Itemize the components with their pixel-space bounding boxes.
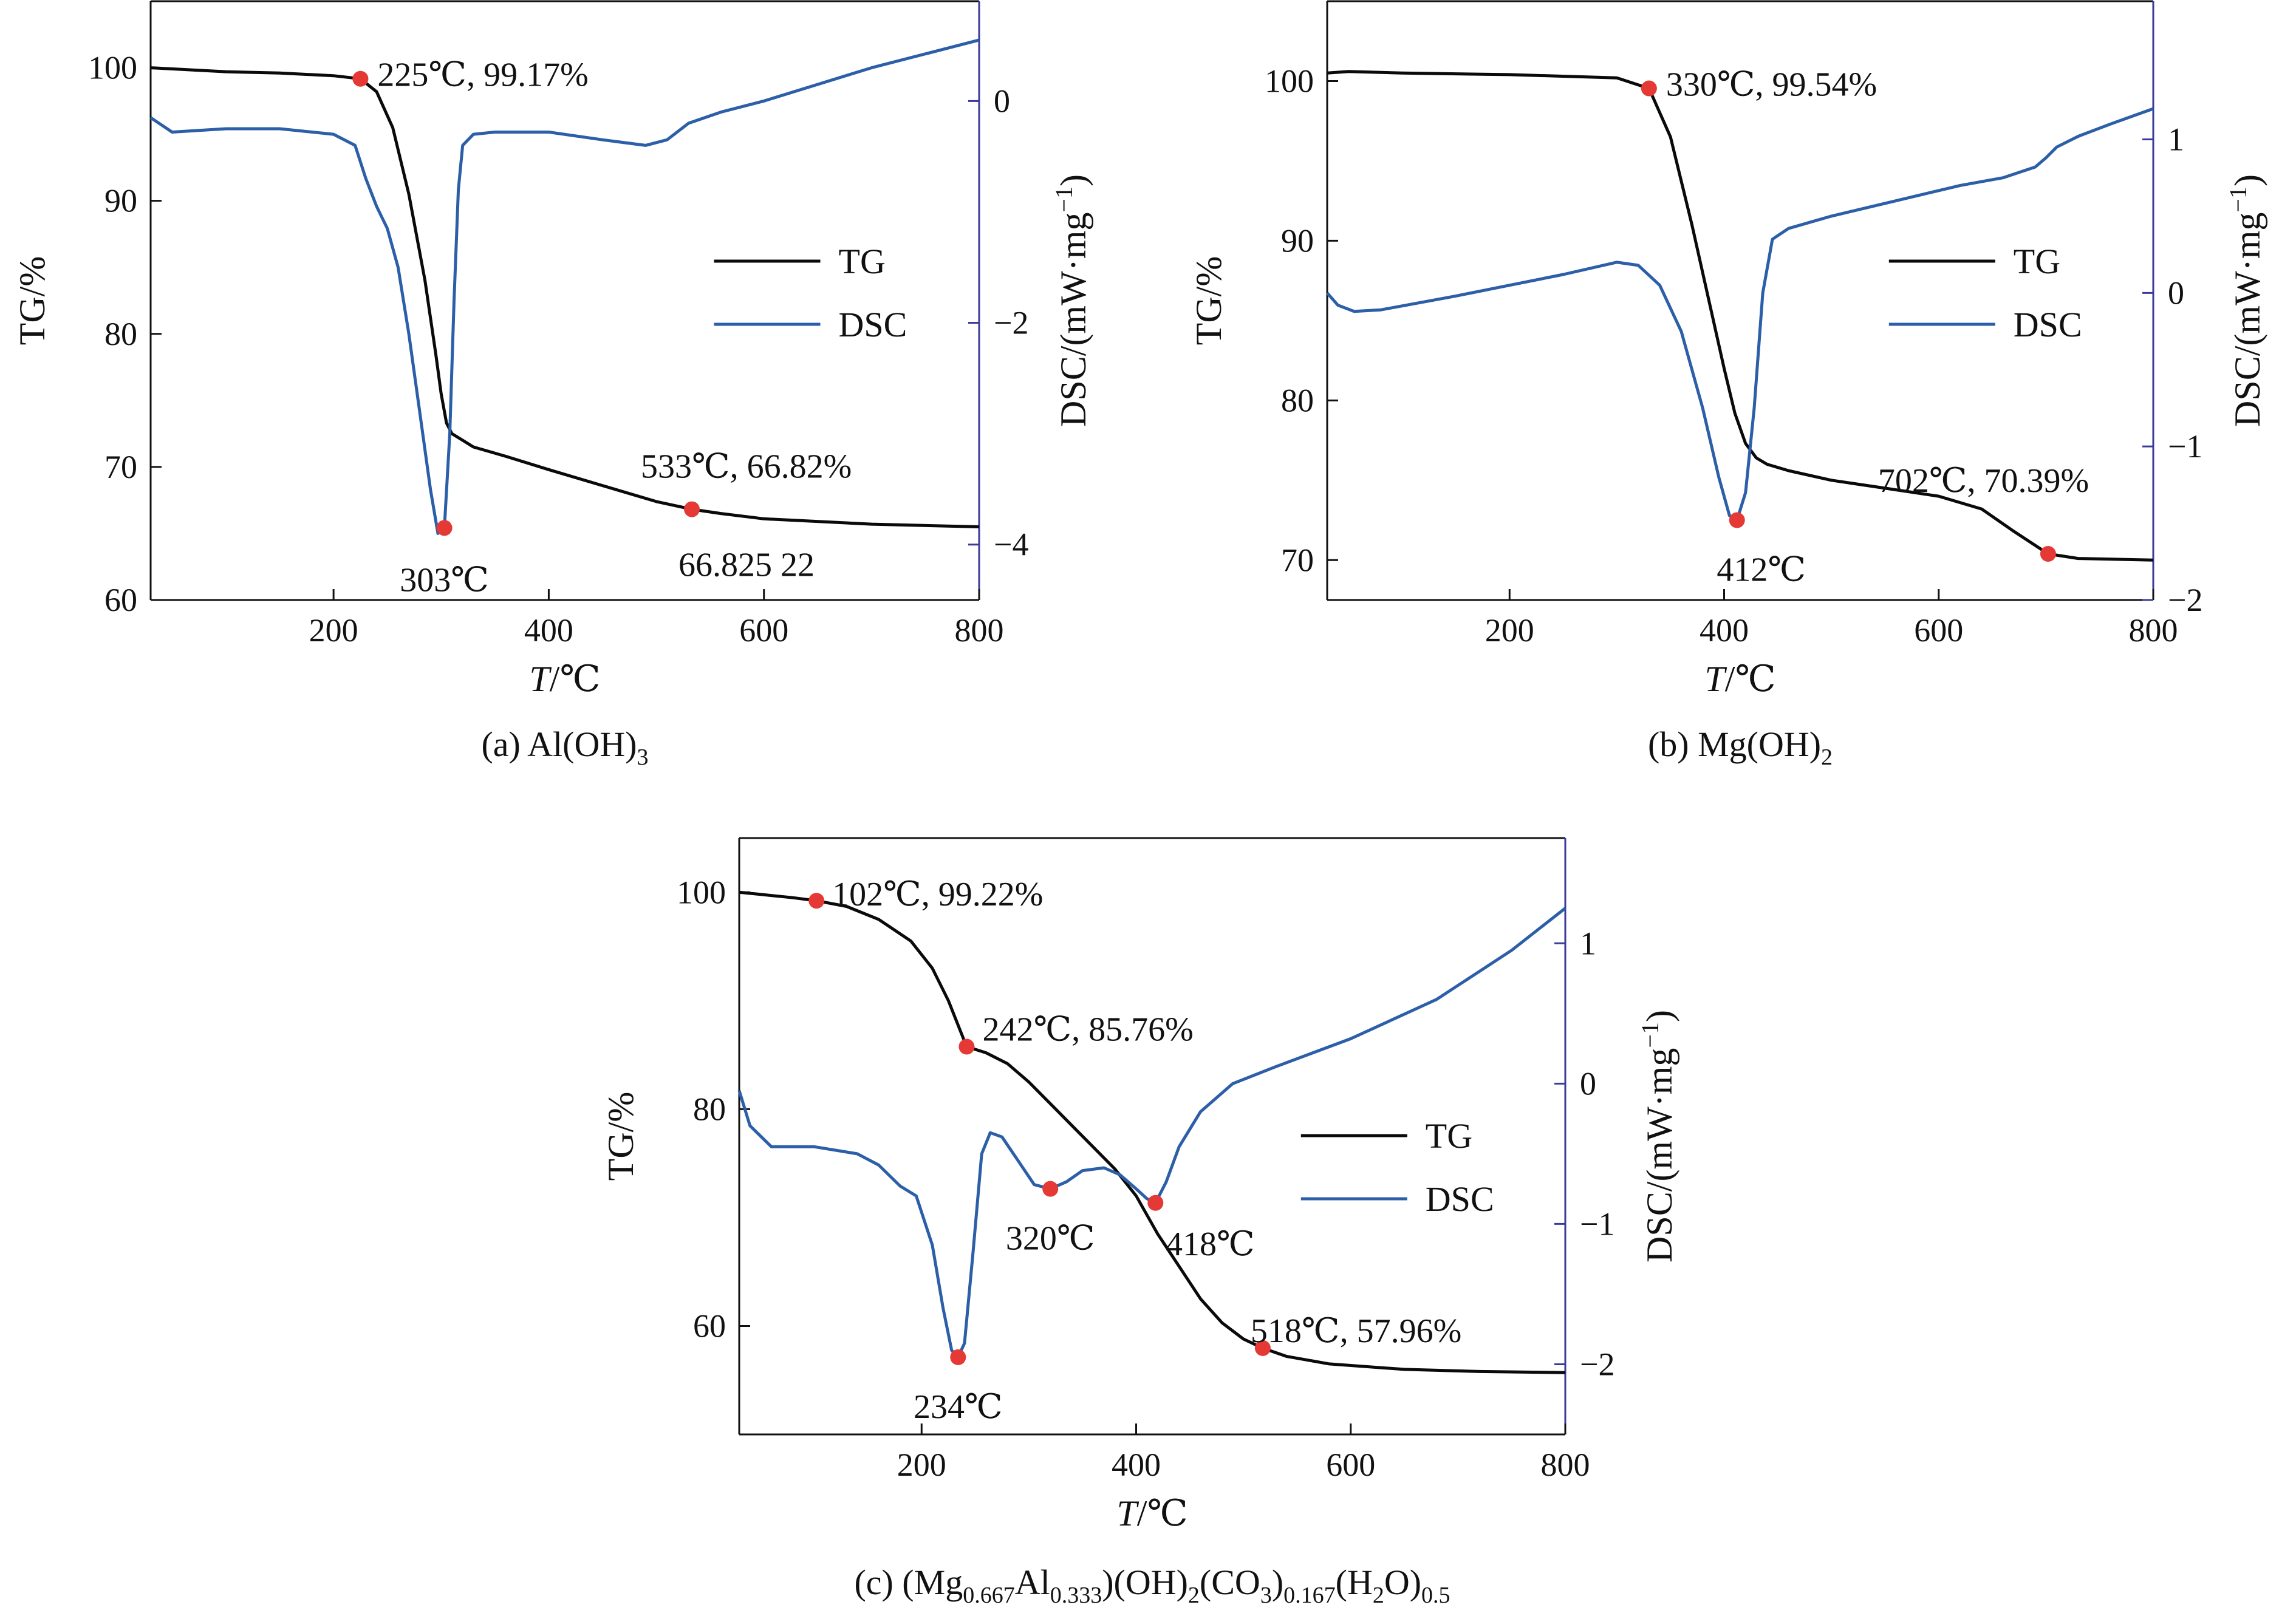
panel-caption: (b) Mg(OH)2 [1648,724,1833,770]
annotation-label: 330℃, 99.54% [1666,66,1877,104]
annotation-label: 533℃, 66.82% [641,448,852,486]
series-dsc-line [149,38,980,535]
y-axis-left-label: TG/% [12,256,52,346]
x-tick-label: 400 [1700,612,1749,649]
y-right-tick-label: 1 [2168,121,2184,158]
annotation-label: 412℃ [1717,551,1806,589]
y-right-tick-label: −1 [1580,1205,1614,1242]
data-point-marker [2040,546,2056,562]
x-tick-label: 400 [524,612,573,649]
data-point-marker [1729,512,1745,528]
annotation-label: 225℃, 99.17% [377,56,588,94]
legend-label-dsc: DSC [2014,305,2082,344]
x-tick-label: 600 [739,612,788,649]
annotation-label: 518℃, 57.96% [1251,1312,1461,1350]
series-tg-line [150,66,980,528]
series-dsc-line [737,907,1567,1359]
y-right-tick-label: −1 [2168,428,2202,465]
annotation-label: 242℃, 85.76% [982,1011,1193,1049]
y-left-tick-label: 100 [677,874,726,910]
data-point-marker [1042,1181,1059,1197]
panel-caption: (c) (Mg0.667Al0.333)(OH)2(CO3)0.167(H2O)… [854,1563,1450,1608]
x-tick-label: 200 [1485,612,1534,649]
x-axis-label: T/℃ [529,659,600,699]
y-right-tick-label: 0 [994,83,1010,119]
series-tg-line [739,890,1566,1374]
data-point-marker [958,1038,975,1055]
x-tick-label: 800 [955,612,1004,649]
annotation-label: 320℃ [1006,1220,1095,1258]
data-point-marker [684,501,700,517]
y-left-tick-label: 80 [1281,382,1314,418]
y-left-tick-label: 100 [1265,63,1314,99]
annotation-label: 303℃ [400,561,489,599]
x-tick-label: 800 [2129,612,2178,649]
annotation-label: 702℃, 70.39% [1878,462,2089,500]
chart-panel-2: 200 400 600 800 70 80 90 100 −2 −1 0 1 T/℃ TG/% DSC/(m… [1189,0,2267,770]
y-right-tick-label: −2 [1580,1346,1614,1382]
y-left-tick-label: 70 [1281,542,1314,578]
data-point-marker [1641,80,1657,97]
y-left-tick-label: 60 [104,582,137,618]
x-tick-label: 800 [1541,1447,1590,1483]
y-axis-left-label: TG/% [1189,256,1229,346]
y-left-tick-label: 90 [104,183,137,219]
y-left-tick-label: 90 [1281,222,1314,259]
annotation-label: 418℃ [1166,1226,1255,1263]
x-tick-label: 200 [309,612,358,649]
annotation-label: 234℃ [914,1388,1003,1426]
data-point-marker [808,893,825,909]
legend-label-tg: TG [839,242,886,281]
data-point-marker [352,70,369,87]
legend-label-tg: TG [1426,1116,1472,1156]
data-point-marker [1147,1195,1164,1211]
y-left-tick-label: 100 [88,50,137,86]
y-right-tick-label: −2 [994,305,1028,341]
data-point-marker [950,1349,966,1365]
chart-panel-3: 200 400 600 800 60 80 100 −2 −1 0 1 T/℃ TG/% DSC/(mW·… [601,837,1679,1608]
series-tg-line [1327,70,2154,562]
data-point-marker [436,520,453,536]
panel-caption: (a) Al(OH)3 [481,724,648,770]
y-axis-right-label: DSC/(mW·mg−1) [1636,1010,1679,1263]
y-right-tick-label: 0 [2168,274,2184,311]
y-left-tick-label: 80 [693,1091,726,1127]
y-left-tick-label: 80 [104,316,137,352]
y-right-tick-label: 0 [1580,1065,1596,1102]
x-tick-label: 600 [1914,612,1963,649]
annotation-label: 66.825 22 [678,547,815,584]
y-axis-left-label: TG/% [601,1092,641,1181]
data-point-marker [1254,1340,1271,1356]
annotation-label: 102℃, 99.22% [832,876,1043,913]
y-right-tick-label: −4 [994,527,1028,563]
y-axis-right-label: DSC/(mW·mg−1) [1050,174,1093,427]
series-dsc-line [1326,107,2154,522]
x-tick-label: 200 [897,1447,946,1483]
legend-label-tg: TG [2014,242,2060,281]
chart-panel-1: 200 400 600 800 60 70 80 90 100 −4 −2 0 T/℃ TG/% DSC/(… [12,0,1093,770]
y-axis-right-label: DSC/(mW·mg−1) [2224,174,2267,427]
y-left-tick-label: 70 [104,449,137,485]
y-left-tick-label: 60 [693,1307,726,1344]
x-axis-label: T/℃ [1116,1493,1187,1533]
x-tick-label: 400 [1112,1447,1161,1483]
y-right-tick-label: −2 [2168,582,2202,618]
legend-label-dsc: DSC [839,305,907,344]
legend-label-dsc: DSC [1426,1179,1494,1219]
y-right-tick-label: 1 [1580,925,1596,961]
x-tick-label: 600 [1326,1447,1375,1483]
x-axis-label: T/℃ [1704,659,1775,699]
